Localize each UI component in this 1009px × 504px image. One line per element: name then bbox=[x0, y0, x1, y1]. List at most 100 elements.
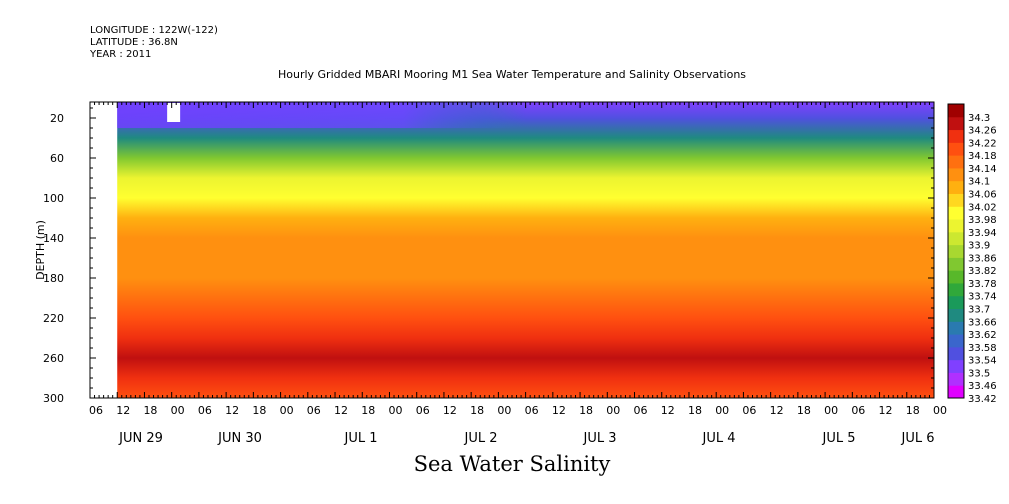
year-label: YEAR : 2011 bbox=[90, 49, 152, 60]
colorbar-label: 34.02 bbox=[968, 202, 997, 213]
colorbar-label: 33.82 bbox=[968, 266, 997, 277]
y-tick-label: 20 bbox=[50, 112, 64, 125]
x-tick-label: 06 bbox=[198, 404, 212, 417]
colorbar-label: 33.66 bbox=[968, 317, 997, 328]
y-tick-label: 140 bbox=[43, 232, 64, 245]
x-tick-label: 12 bbox=[225, 404, 239, 417]
x-tick-label: 12 bbox=[552, 404, 566, 417]
colorbar-segment bbox=[948, 129, 964, 143]
colorbar-label: 34.18 bbox=[968, 151, 997, 162]
colorbar-label: 33.9 bbox=[968, 241, 990, 252]
colorbar-label: 34.1 bbox=[968, 177, 990, 188]
y-axis-label: DEPTH (m) bbox=[34, 220, 47, 280]
colorbar-label: 34.06 bbox=[968, 189, 997, 200]
x-tick-label: 00 bbox=[497, 404, 511, 417]
colorbar-label: 33.46 bbox=[968, 381, 997, 392]
colorbar-segment bbox=[948, 257, 964, 271]
data-gap bbox=[167, 103, 181, 122]
y-tick-label: 100 bbox=[43, 192, 64, 205]
x-date-label: JUN 29 bbox=[118, 431, 163, 446]
x-tick-label: 06 bbox=[416, 404, 430, 417]
y-tick-label: 60 bbox=[50, 152, 64, 165]
x-tick-label: 00 bbox=[280, 404, 294, 417]
x-tick-label: 12 bbox=[116, 404, 130, 417]
x-tick-label: 00 bbox=[933, 404, 947, 417]
colorbar-segment bbox=[948, 206, 964, 220]
colorbar-segment bbox=[948, 167, 964, 182]
colorbar-segment bbox=[948, 346, 964, 361]
colorbar-segment bbox=[948, 372, 964, 386]
x-tick-label: 06 bbox=[851, 404, 865, 417]
colorbar-label: 33.94 bbox=[968, 228, 997, 239]
colorbar-label: 34.3 bbox=[968, 113, 990, 124]
colorbar-segment bbox=[948, 180, 964, 194]
colorbar-segment bbox=[948, 385, 964, 399]
colorbar-label: 33.62 bbox=[968, 330, 997, 341]
colorbar-label: 33.5 bbox=[968, 368, 990, 379]
y-tick-label: 260 bbox=[43, 352, 64, 365]
colorbar-label: 34.22 bbox=[968, 138, 997, 149]
colorbar-label: 33.74 bbox=[968, 292, 997, 303]
x-tick-label: 12 bbox=[879, 404, 893, 417]
colorbar-label: 33.58 bbox=[968, 343, 997, 354]
x-date-label: JUL 6 bbox=[901, 431, 935, 446]
colorbar-label: 33.54 bbox=[968, 356, 997, 367]
x-tick-label: 12 bbox=[770, 404, 784, 417]
x-date-label: JUN 30 bbox=[217, 431, 262, 446]
colorbar-label: 33.86 bbox=[968, 253, 997, 264]
colorbar-segment bbox=[948, 231, 964, 246]
colorbar-label: 33.42 bbox=[968, 394, 997, 405]
y-tick-label: 180 bbox=[43, 272, 64, 285]
x-tick-label: 18 bbox=[688, 404, 702, 417]
x-tick-label: 18 bbox=[579, 404, 593, 417]
x-tick-label: 18 bbox=[797, 404, 811, 417]
colorbar-label: 33.7 bbox=[968, 305, 990, 316]
colorbar-label: 34.26 bbox=[968, 126, 997, 137]
chart-title: Hourly Gridded MBARI Mooring M1 Sea Wate… bbox=[277, 68, 747, 81]
x-tick-label: 18 bbox=[906, 404, 920, 417]
x-tick-label: 18 bbox=[470, 404, 484, 417]
colorbar-segment bbox=[948, 155, 964, 169]
x-tick-label: 12 bbox=[661, 404, 675, 417]
colorbar-segment bbox=[948, 321, 964, 335]
x-tick-label: 00 bbox=[388, 404, 402, 417]
y-tick-label: 300 bbox=[43, 392, 64, 405]
colorbar-segment bbox=[948, 244, 964, 258]
x-date-label: JUL 5 bbox=[822, 431, 856, 446]
x-tick-label: 18 bbox=[361, 404, 375, 417]
colorbar-segment bbox=[948, 142, 964, 156]
colorbar-frame bbox=[947, 103, 965, 399]
salinity-field bbox=[117, 102, 934, 398]
longitude-label: LONGITUDE : 122W(-122) bbox=[90, 25, 218, 36]
x-tick-label: 00 bbox=[171, 404, 185, 417]
colorbar-label: 33.78 bbox=[968, 279, 997, 290]
x-tick-label: 12 bbox=[443, 404, 457, 417]
x-date-label: JUL 3 bbox=[583, 431, 617, 446]
colorbar-segment bbox=[948, 308, 964, 322]
colorbar-segment bbox=[948, 334, 964, 348]
colorbar-segment bbox=[948, 359, 964, 373]
x-tick-label: 00 bbox=[824, 404, 838, 417]
colorbar-segment bbox=[948, 282, 964, 297]
x-date-label: JUL 1 bbox=[344, 431, 378, 446]
colorbar-segment bbox=[948, 295, 964, 310]
colorbar-label: 34.14 bbox=[968, 164, 997, 175]
colorbar-segment bbox=[948, 193, 964, 207]
x-date-label: JUL 4 bbox=[702, 431, 736, 446]
x-tick-label: 06 bbox=[307, 404, 321, 417]
x-tick-label: 18 bbox=[143, 404, 157, 417]
colorbar-segment bbox=[948, 219, 964, 233]
x-tick-label: 00 bbox=[715, 404, 729, 417]
x-tick-label: 06 bbox=[525, 404, 539, 417]
x-tick-label: 12 bbox=[334, 404, 348, 417]
x-tick-label: 06 bbox=[89, 404, 103, 417]
colorbar-segment bbox=[948, 104, 964, 118]
latitude-label: LATITUDE : 36.8N bbox=[90, 37, 178, 48]
x-tick-label: 00 bbox=[606, 404, 620, 417]
x-tick-label: 06 bbox=[634, 404, 648, 417]
x-date-label: JUL 2 bbox=[464, 431, 498, 446]
colorbar-label: 33.98 bbox=[968, 215, 997, 226]
variable-label: Sea Water Salinity bbox=[413, 452, 611, 476]
colorbar-segment bbox=[948, 116, 964, 131]
